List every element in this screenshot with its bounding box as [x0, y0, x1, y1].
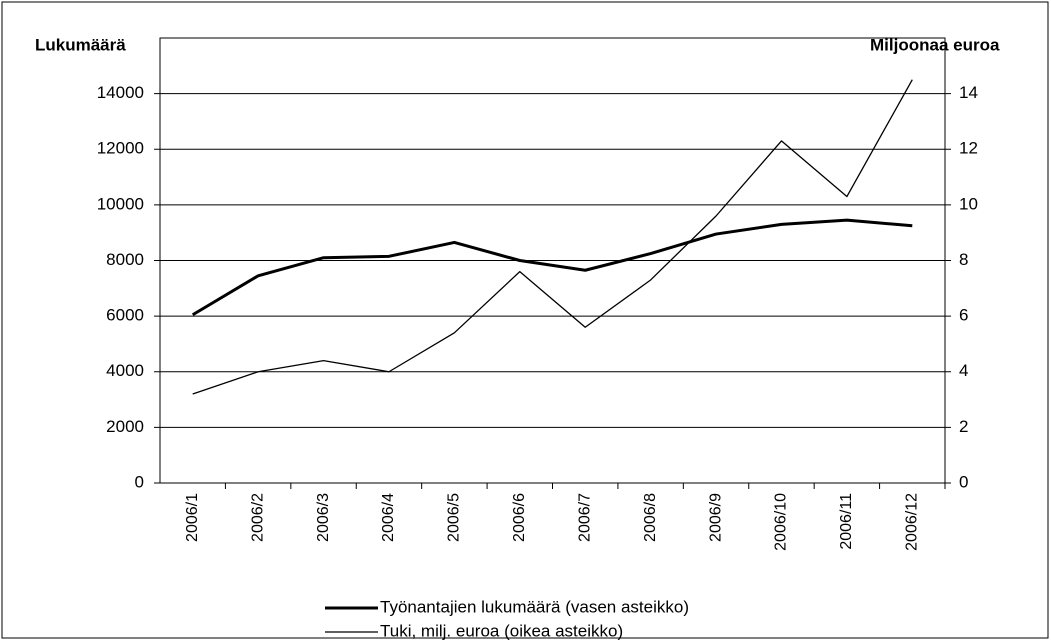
y2-tick-label: 2 — [959, 417, 968, 436]
y2-axis-title: Miljoonaa euroa — [870, 35, 1000, 54]
y-axis-title: Lukumäärä — [35, 35, 126, 54]
x-tick-label: 2006/10 — [773, 493, 790, 551]
line-series — [191, 218, 913, 317]
legend-label: Työnantajien lukumäärä (vasen asteikko) — [380, 597, 689, 616]
y-tick-label: 4000 — [106, 361, 144, 380]
y2-tick-label: 6 — [959, 306, 968, 325]
y-tick-label: 0 — [135, 472, 144, 491]
x-tick-label: 2006/12 — [904, 493, 921, 551]
x-tick-label: 2006/9 — [707, 493, 724, 542]
legend-label: Tuki, milj. euroa (oikea asteikko) — [380, 621, 623, 640]
y2-tick-label: 14 — [959, 83, 978, 102]
y-tick-label: 10000 — [97, 194, 144, 213]
x-tick-label: 2006/2 — [249, 493, 266, 542]
y2-tick-label: 4 — [959, 361, 968, 380]
y2-tick-label: 12 — [959, 139, 978, 158]
x-tick-label: 2006/11 — [838, 493, 855, 550]
y2-tick-label: 10 — [959, 194, 978, 213]
y-tick-label: 6000 — [106, 306, 144, 325]
y-tick-label: 2000 — [106, 417, 144, 436]
x-tick-label: 2006/1 — [184, 493, 201, 542]
y-tick-label: 14000 — [97, 83, 144, 102]
x-tick-label: 2006/3 — [315, 493, 332, 542]
x-tick-label: 2006/6 — [511, 493, 528, 542]
y2-tick-label: 0 — [959, 472, 968, 491]
x-tick-label: 2006/5 — [446, 493, 463, 542]
x-tick-label: 2006/4 — [380, 493, 397, 542]
y-tick-label: 12000 — [97, 139, 144, 158]
y-tick-label: 8000 — [106, 250, 144, 269]
x-tick-label: 2006/8 — [642, 493, 659, 542]
y2-tick-label: 8 — [959, 250, 968, 269]
x-tick-label: 2006/7 — [576, 493, 593, 542]
line-series — [192, 79, 913, 395]
